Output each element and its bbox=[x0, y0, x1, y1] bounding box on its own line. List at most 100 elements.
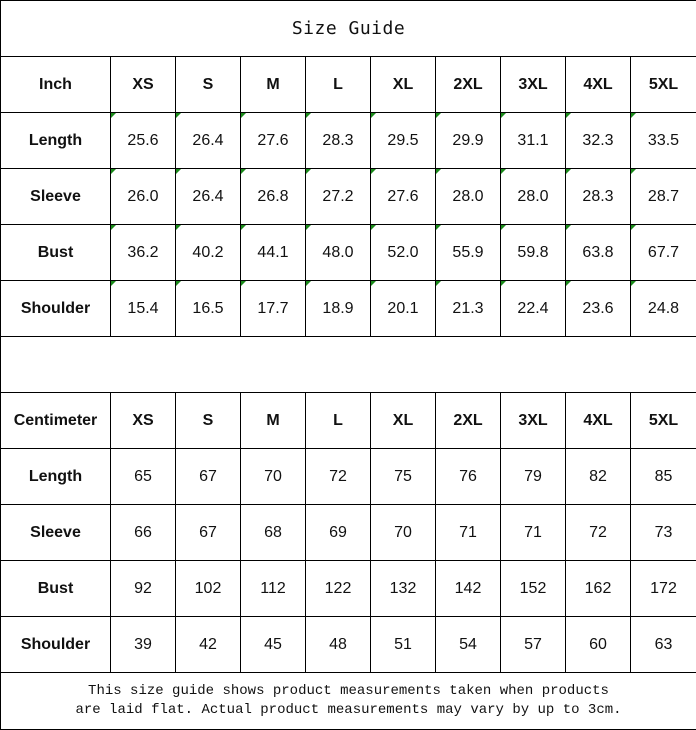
table-row: Bust 92 102 112 122 132 142 152 162 172 bbox=[0, 560, 696, 617]
measurement-value: 82 bbox=[565, 448, 631, 505]
size-header: S bbox=[175, 392, 241, 449]
measurement-value: 65 bbox=[110, 448, 176, 505]
measurement-value: 60 bbox=[565, 616, 631, 673]
measurement-value: 92 bbox=[110, 560, 176, 617]
measurement-value: 55.9 bbox=[435, 224, 501, 281]
measurement-value: 22.4 bbox=[500, 280, 566, 337]
measurement-value: 26.4 bbox=[175, 168, 241, 225]
measurement-value: 66 bbox=[110, 504, 176, 561]
measurement-value: 28.7 bbox=[630, 168, 696, 225]
measurement-value: 24.8 bbox=[630, 280, 696, 337]
measurement-label: Bust bbox=[0, 560, 111, 617]
measurement-value: 15.4 bbox=[110, 280, 176, 337]
measurement-value: 25.6 bbox=[110, 112, 176, 169]
size-header: 5XL bbox=[630, 392, 696, 449]
size-header: 3XL bbox=[500, 56, 566, 113]
measurement-label: Shoulder bbox=[0, 616, 111, 673]
table-row: Sleeve 26.0 26.4 26.8 27.2 27.6 28.0 28.0 28.3 28… bbox=[0, 168, 696, 225]
measurement-value: 112 bbox=[240, 560, 306, 617]
measurement-value: 67.7 bbox=[630, 224, 696, 281]
measurement-value: 28.0 bbox=[435, 168, 501, 225]
measurement-value: 42 bbox=[175, 616, 241, 673]
size-header: M bbox=[240, 56, 306, 113]
size-header: L bbox=[305, 392, 371, 449]
measurement-value: 54 bbox=[435, 616, 501, 673]
measurement-value: 44.1 bbox=[240, 224, 306, 281]
measurement-value: 27.6 bbox=[370, 168, 436, 225]
measurement-value: 48.0 bbox=[305, 224, 371, 281]
size-header: 2XL bbox=[435, 392, 501, 449]
measurement-value: 59.8 bbox=[500, 224, 566, 281]
table-row: Bust 36.2 40.2 44.1 48.0 52.0 55.9 59.8 63.8 67.7 bbox=[0, 224, 696, 281]
measurement-value: 122 bbox=[305, 560, 371, 617]
measurement-label: Length bbox=[0, 112, 111, 169]
measurement-value: 52.0 bbox=[370, 224, 436, 281]
size-header: 2XL bbox=[435, 56, 501, 113]
footer-line-2: are laid flat. Actual product measuremen… bbox=[75, 702, 622, 718]
measurement-value: 28.0 bbox=[500, 168, 566, 225]
measurement-value: 45 bbox=[240, 616, 306, 673]
table-row: Length 25.6 26.4 27.6 28.3 29.5 29.9 31.1 32.3 33… bbox=[0, 112, 696, 169]
measurement-value: 63.8 bbox=[565, 224, 631, 281]
measurement-label: Bust bbox=[0, 224, 111, 281]
measurement-value: 39 bbox=[110, 616, 176, 673]
measurement-label: Sleeve bbox=[0, 168, 111, 225]
size-header: 3XL bbox=[500, 392, 566, 449]
measurement-value: 162 bbox=[565, 560, 631, 617]
spacer-row bbox=[0, 336, 696, 393]
measurement-value: 21.3 bbox=[435, 280, 501, 337]
size-header: XL bbox=[370, 56, 436, 113]
table-title: Size Guide bbox=[0, 0, 696, 57]
measurement-value: 32.3 bbox=[565, 112, 631, 169]
measurement-label: Sleeve bbox=[0, 504, 111, 561]
footer-line-1: This size guide shows product measuremen… bbox=[88, 683, 609, 699]
measurement-value: 71 bbox=[435, 504, 501, 561]
measurement-value: 17.7 bbox=[240, 280, 306, 337]
footer-note: This size guide shows product measuremen… bbox=[0, 672, 696, 730]
measurement-value: 28.3 bbox=[565, 168, 631, 225]
size-header: 5XL bbox=[630, 56, 696, 113]
measurement-value: 29.5 bbox=[370, 112, 436, 169]
measurement-value: 68 bbox=[240, 504, 306, 561]
size-header: M bbox=[240, 392, 306, 449]
measurement-value: 28.3 bbox=[305, 112, 371, 169]
measurement-value: 48 bbox=[305, 616, 371, 673]
measurement-value: 27.6 bbox=[240, 112, 306, 169]
measurement-value: 85 bbox=[630, 448, 696, 505]
table-row: Shoulder 39 42 45 48 51 54 57 60 63 bbox=[0, 616, 696, 673]
measurement-value: 29.9 bbox=[435, 112, 501, 169]
measurement-value: 40.2 bbox=[175, 224, 241, 281]
measurement-value: 152 bbox=[500, 560, 566, 617]
table-row: Sleeve 66 67 68 69 70 71 71 72 73 bbox=[0, 504, 696, 561]
table-row: Shoulder 15.4 16.5 17.7 18.9 20.1 21.3 22.4 23.6… bbox=[0, 280, 696, 337]
measurement-value: 70 bbox=[370, 504, 436, 561]
measurement-value: 70 bbox=[240, 448, 306, 505]
measurement-value: 67 bbox=[175, 504, 241, 561]
inch-header-row: Inch XS S M L XL 2XL 3XL 4XL 5XL bbox=[0, 56, 696, 113]
table-row: Length 65 67 70 72 75 76 79 82 85 bbox=[0, 448, 696, 505]
cm-unit-label: Centimeter bbox=[0, 392, 111, 449]
inch-unit-label: Inch bbox=[0, 56, 111, 113]
measurement-value: 71 bbox=[500, 504, 566, 561]
measurement-value: 132 bbox=[370, 560, 436, 617]
cm-header-row: Centimeter XS S M L XL 2XL 3XL 4XL 5XL bbox=[0, 392, 696, 449]
measurement-value: 67 bbox=[175, 448, 241, 505]
measurement-value: 102 bbox=[175, 560, 241, 617]
measurement-value: 69 bbox=[305, 504, 371, 561]
measurement-value: 20.1 bbox=[370, 280, 436, 337]
measurement-value: 79 bbox=[500, 448, 566, 505]
size-header: XS bbox=[110, 56, 176, 113]
measurement-value: 172 bbox=[630, 560, 696, 617]
measurement-value: 31.1 bbox=[500, 112, 566, 169]
measurement-label: Length bbox=[0, 448, 111, 505]
size-header: S bbox=[175, 56, 241, 113]
size-header: L bbox=[305, 56, 371, 113]
measurement-value: 27.2 bbox=[305, 168, 371, 225]
measurement-value: 26.4 bbox=[175, 112, 241, 169]
size-header: XS bbox=[110, 392, 176, 449]
measurement-value: 36.2 bbox=[110, 224, 176, 281]
measurement-value: 26.8 bbox=[240, 168, 306, 225]
measurement-value: 75 bbox=[370, 448, 436, 505]
size-header: XL bbox=[370, 392, 436, 449]
